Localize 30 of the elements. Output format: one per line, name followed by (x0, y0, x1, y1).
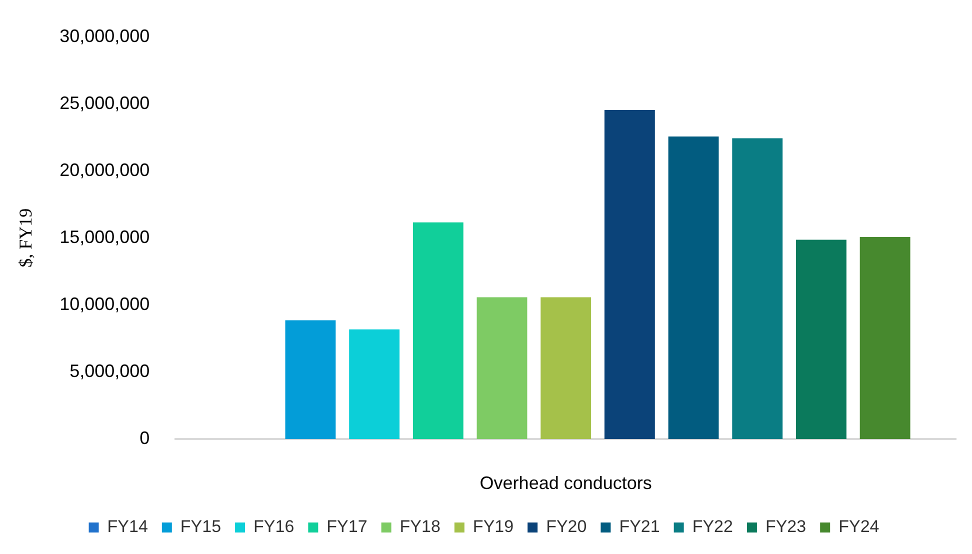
bar (732, 138, 783, 439)
y-axis-title: $, FY19 (16, 208, 36, 268)
y-tick-label: 25,000,000 (60, 92, 150, 113)
legend-label: FY17 (326, 517, 368, 536)
legend-label: FY19 (472, 517, 514, 536)
bar (668, 136, 719, 439)
bar (860, 236, 910, 439)
legend-label: FY21 (619, 517, 660, 536)
bar (796, 240, 846, 439)
y-tick-label: 0 (140, 428, 150, 448)
y-tick-label: 5,000,000 (70, 360, 150, 381)
bar (604, 110, 655, 439)
x-axis-title: Overhead conductors (480, 473, 652, 494)
y-tick-label: 10,000,000 (60, 294, 150, 314)
legend-label: FY20 (546, 517, 587, 536)
legend-label: FY24 (838, 517, 880, 536)
y-tick-label: 15,000,000 (60, 226, 150, 247)
bar (476, 297, 528, 439)
y-tick-label: 30,000,000 (60, 26, 150, 46)
legend-label: FY14 (107, 517, 148, 536)
legend-label: FY22 (692, 517, 733, 536)
bar (540, 297, 592, 439)
legend-label: FY15 (180, 517, 222, 536)
legend-label: FY16 (254, 517, 294, 536)
bar (412, 222, 464, 439)
legend-label: FY18 (400, 517, 440, 536)
bar (349, 329, 400, 439)
y-tick-label: 20,000,000 (60, 160, 150, 180)
legend-label: FY23 (765, 517, 806, 536)
bar (285, 320, 336, 439)
